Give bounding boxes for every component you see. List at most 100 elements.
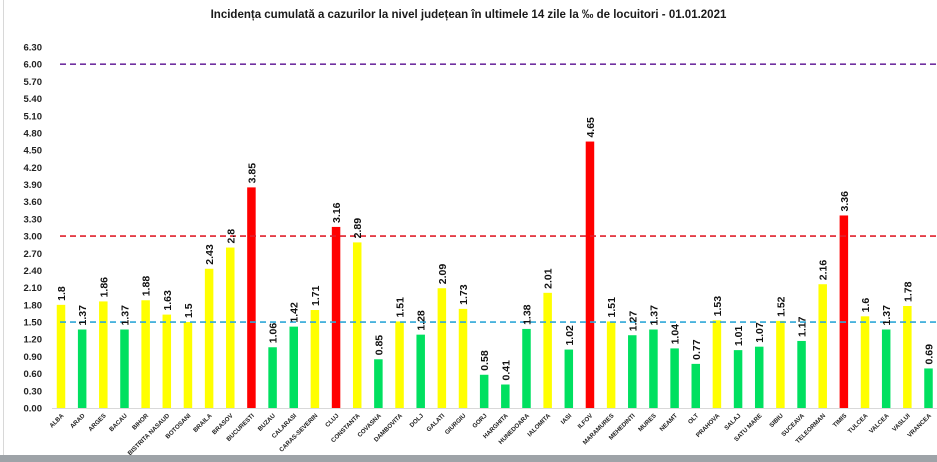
data-label: 1.37 xyxy=(77,305,89,326)
data-label: 1.28 xyxy=(416,310,428,331)
x-tick-label: SALAJ xyxy=(723,412,743,432)
x-tick-label: ARGES xyxy=(87,412,108,433)
data-label: 0.41 xyxy=(500,360,512,381)
data-label: 2.01 xyxy=(543,268,555,289)
x-tick-label: DOLJ xyxy=(408,412,425,429)
y-tick-label: 6.30 xyxy=(24,43,43,54)
x-tick-label: NEAMT xyxy=(659,412,680,433)
data-label: 1.52 xyxy=(775,296,787,317)
x-tick-label: GORJ xyxy=(471,412,489,430)
bar-bistrita-nasaud xyxy=(162,314,172,408)
bar-satu-mare xyxy=(754,346,764,408)
y-tick-label: 2.40 xyxy=(24,266,43,277)
data-label: 0.85 xyxy=(373,335,385,356)
data-label: 1.37 xyxy=(119,305,131,326)
bar-vaslui xyxy=(903,306,912,408)
x-tick-label: ARAD xyxy=(69,412,87,430)
bar-cluj xyxy=(331,226,341,408)
y-tick-label: 5.70 xyxy=(24,77,43,88)
data-label: 1.38 xyxy=(521,304,533,325)
y-tick-label: 1.50 xyxy=(24,318,43,329)
bar-buzau xyxy=(268,347,277,408)
x-tick-label: SIBIU xyxy=(768,412,785,429)
bar-arad xyxy=(77,329,87,408)
x-tick-label: VASLUI xyxy=(891,412,912,433)
bar-brasov xyxy=(226,247,235,408)
data-label: 0.77 xyxy=(691,339,703,360)
y-tick-label: 3.30 xyxy=(24,214,43,225)
bar-calarasi xyxy=(289,326,298,408)
y-tick-label: 5.10 xyxy=(24,111,43,122)
x-tick-label: CLUJ xyxy=(324,412,341,429)
data-labels: 1.8 1.37 1.86 1.37 1.88 1.63 1.5 2.43 2.8 3.85 1.0… xyxy=(56,117,936,381)
data-label: 1.17 xyxy=(797,316,809,337)
x-tick-label: IALOMITA xyxy=(526,412,552,438)
bar-neamt xyxy=(670,348,679,408)
bars xyxy=(56,141,933,409)
y-tick-label: 4.50 xyxy=(24,146,43,157)
y-tick-label: 3.00 xyxy=(24,232,43,243)
bar-gorj xyxy=(479,374,489,408)
x-tick-label: GIURGIU xyxy=(444,412,468,436)
bar-harghita xyxy=(501,384,510,408)
bar-bucuresti xyxy=(247,187,256,408)
data-label: 0.69 xyxy=(924,344,936,365)
bottom-border xyxy=(0,455,937,462)
data-label: 1.01 xyxy=(733,326,745,347)
bar-mures xyxy=(649,329,658,408)
y-tick-label: 4.80 xyxy=(24,128,43,139)
bar-constanta xyxy=(352,242,362,408)
x-tick-label: TIMIS xyxy=(832,412,849,429)
data-label: 1.02 xyxy=(564,325,576,346)
y-tick-label: 0.60 xyxy=(24,369,43,380)
y-tick-label: 0.30 xyxy=(24,386,43,397)
data-label: 1.6 xyxy=(860,298,872,313)
x-tick-label: TULCEA xyxy=(847,412,870,435)
data-label: 1.04 xyxy=(670,324,682,345)
data-label: 1.53 xyxy=(712,296,724,317)
bar-arges xyxy=(99,301,108,408)
x-tick-label: GALATI xyxy=(425,412,446,433)
x-tick-label: VALCEA xyxy=(868,412,891,435)
threshold-lines xyxy=(60,63,937,323)
bar-botosani xyxy=(183,322,193,408)
data-label: 1.63 xyxy=(162,290,174,311)
data-label: 2.43 xyxy=(204,244,216,265)
bar-dolj xyxy=(416,334,425,408)
bar-bacau xyxy=(120,329,129,408)
x-tick-label: BUZAU xyxy=(257,412,278,433)
bar-olt xyxy=(691,363,701,408)
bar-prahova xyxy=(712,320,722,408)
data-label: 1.88 xyxy=(141,276,153,297)
x-tick-label: BIHOR xyxy=(131,412,150,431)
bar-hunedoara xyxy=(522,328,531,408)
data-label: 3.16 xyxy=(331,202,343,223)
chart-frame xyxy=(3,0,937,455)
bar-ilfov xyxy=(585,141,595,409)
bar-braila xyxy=(204,268,214,408)
y-tick-label: 2.70 xyxy=(24,249,43,260)
y-tick-label: 0.90 xyxy=(24,352,43,363)
data-label: 1.51 xyxy=(606,297,618,318)
bar-giurgiu xyxy=(458,308,468,408)
bar-salaj xyxy=(733,350,743,408)
data-label: 0.58 xyxy=(479,350,491,371)
bar-iasi xyxy=(564,349,574,408)
data-label: 1.71 xyxy=(310,285,322,306)
bar-valcea xyxy=(881,329,891,408)
y-tick-label: 1.20 xyxy=(24,335,43,346)
bar-sibiu xyxy=(776,320,785,408)
data-label: 1.06 xyxy=(268,323,280,344)
bar-teleorman xyxy=(818,284,827,408)
bar-covasna xyxy=(374,359,383,408)
data-label: 2.89 xyxy=(352,218,364,239)
y-tick-label: 1.80 xyxy=(24,300,43,311)
data-label: 2.09 xyxy=(437,264,449,285)
x-tick-label: BACAU xyxy=(108,412,129,433)
data-label: 1.42 xyxy=(289,302,301,323)
data-label: 1.86 xyxy=(98,277,110,298)
bar-vrancea xyxy=(924,368,933,408)
data-label: 4.65 xyxy=(585,117,597,138)
bar-tulcea xyxy=(860,316,870,408)
